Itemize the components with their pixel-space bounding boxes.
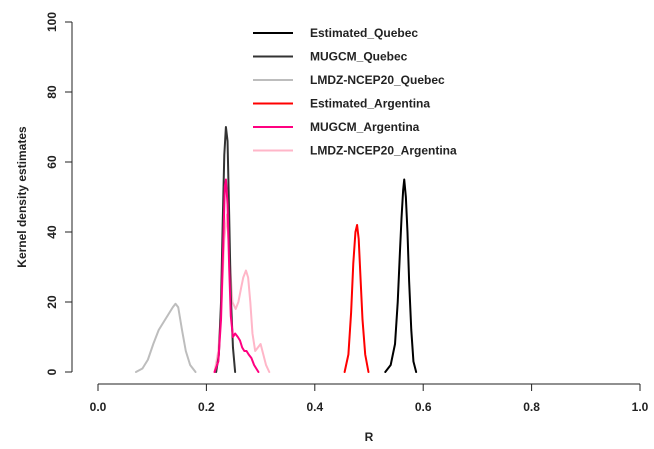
series-line-lmdz-ncep20-argentina bbox=[213, 213, 271, 373]
x-axis-title: R bbox=[365, 430, 374, 444]
y-tick-label: 100 bbox=[45, 12, 59, 32]
x-tick-label: 1.0 bbox=[632, 400, 649, 414]
x-tick-label: 0.0 bbox=[90, 400, 107, 414]
legend-label: Estimated_Quebec bbox=[310, 26, 418, 40]
y-tick-label: 40 bbox=[45, 225, 59, 239]
series-line-estimated-quebec bbox=[384, 178, 418, 373]
y-tick-label: 20 bbox=[45, 295, 59, 309]
y-tick-label: 0 bbox=[45, 368, 59, 375]
x-tick-label: 0.4 bbox=[306, 400, 323, 414]
series-line-lmdz-ncep20-quebec bbox=[134, 302, 197, 373]
legend-label: MUGCM_Quebec bbox=[310, 50, 408, 64]
series-line-estimated-argentina bbox=[343, 224, 370, 373]
x-tick-label: 0.6 bbox=[415, 400, 432, 414]
x-tick-label: 0.8 bbox=[523, 400, 540, 414]
y-tick-label: 60 bbox=[45, 155, 59, 169]
series-layer bbox=[134, 126, 418, 373]
y-axis-title: Kernel density estimates bbox=[15, 126, 29, 268]
legend-label: Estimated_Argentina bbox=[310, 97, 430, 111]
legend-label: MUGCM_Argentina bbox=[310, 120, 420, 134]
axes: 0.0 0.2 0.4 0.6 0.8 1.0 0 20 40 60 80 100 bbox=[45, 12, 649, 414]
legend-label: LMDZ-NCEP20_Argentina bbox=[310, 144, 457, 158]
legend: Estimated_Quebec MUGCM_Quebec LMDZ-NCEP20_… bbox=[253, 26, 457, 158]
series-line-mugcm-argentina bbox=[213, 178, 260, 373]
y-tick-label: 80 bbox=[45, 85, 59, 99]
legend-label: LMDZ-NCEP20_Quebec bbox=[310, 73, 445, 87]
x-tick-label: 0.2 bbox=[198, 400, 215, 414]
